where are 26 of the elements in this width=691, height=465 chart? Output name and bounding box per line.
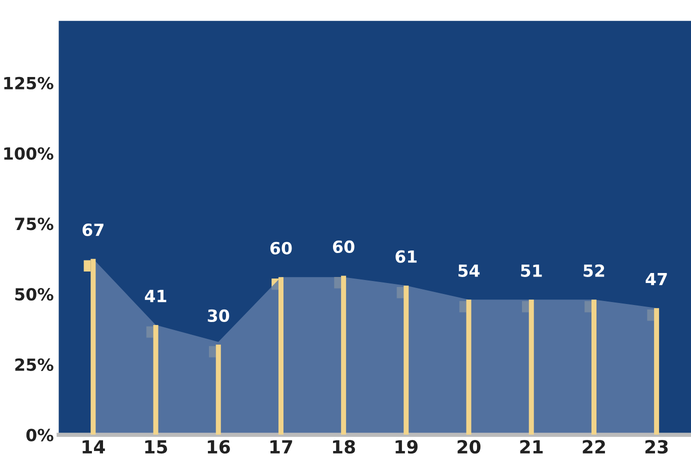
annotation: 41 xyxy=(144,290,166,302)
annotation: 51 xyxy=(521,264,542,277)
y-tick-label: 100% xyxy=(4,147,54,160)
y-tick-label: 0% xyxy=(26,428,54,442)
x-tick-label: 14 xyxy=(82,440,105,454)
x-tick-label: 16 xyxy=(208,440,230,454)
annotation: 30 xyxy=(208,309,230,322)
annotation: 60 xyxy=(270,242,292,254)
y-tick-label: 50% xyxy=(15,288,54,301)
y-tick-label: 75% xyxy=(15,218,54,230)
annotation: 47 xyxy=(646,273,667,286)
x-tick-label: 23 xyxy=(645,440,668,454)
annotation: 60 xyxy=(333,240,354,254)
annotation: 54 xyxy=(458,264,480,277)
x-tick-label: 17 xyxy=(270,440,292,454)
x-tick-label: 18 xyxy=(333,440,356,454)
annotation: 52 xyxy=(584,264,604,277)
annotation: 67 xyxy=(82,224,104,236)
annotation: 61 xyxy=(396,250,417,263)
x-tick-label: 19 xyxy=(396,440,418,454)
x-tick-label: 20 xyxy=(458,440,480,454)
y-tick-label: 25% xyxy=(15,358,54,371)
x-tick-label: 21 xyxy=(520,440,543,454)
y-tick-label: 125% xyxy=(4,76,54,90)
x-tick-label: 22 xyxy=(582,440,605,454)
x-tick-label: 15 xyxy=(145,440,168,454)
